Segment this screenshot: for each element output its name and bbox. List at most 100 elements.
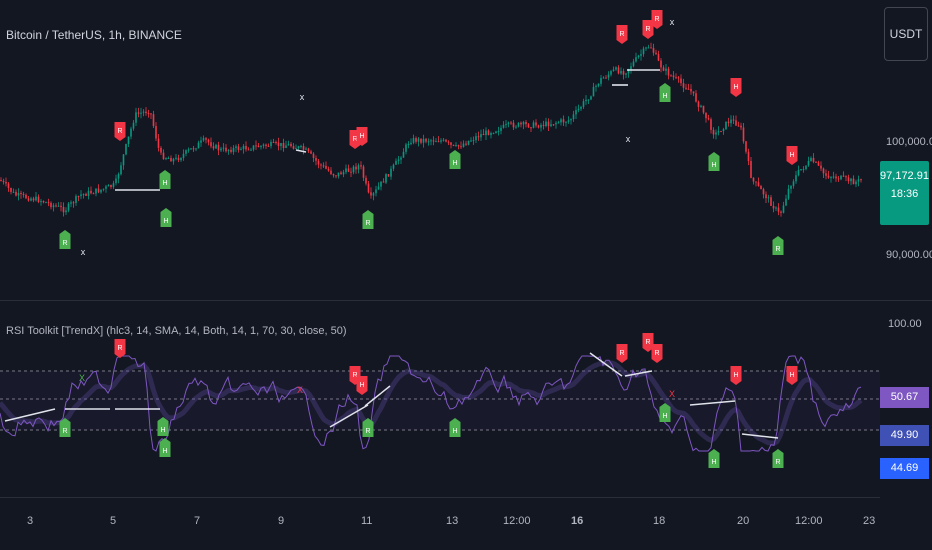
candle-body: [490, 133, 492, 136]
candle-body: [602, 77, 605, 79]
candle-body: [432, 140, 435, 142]
candle-body: [620, 71, 622, 74]
marker-label: H: [789, 152, 794, 159]
price-label-90k: 90,000.00: [886, 249, 932, 261]
candle-body: [692, 91, 695, 94]
candle-body: [782, 205, 785, 213]
candle-body: [715, 132, 717, 135]
marker-label: H: [359, 133, 364, 140]
candle-body: [462, 143, 465, 147]
candle-body: [630, 66, 632, 70]
candle-body: [822, 168, 825, 174]
pane-separator[interactable]: [0, 300, 932, 301]
marker-shape: [730, 366, 742, 385]
candle-body: [422, 138, 425, 143]
candle-body: [350, 171, 352, 173]
candle-body: [627, 69, 630, 74]
candle-body: [142, 111, 145, 113]
candle-body: [130, 128, 132, 137]
candle-body: [447, 141, 450, 143]
candle-body: [162, 152, 165, 160]
candle-body: [845, 176, 847, 178]
marker-shape: [651, 344, 663, 363]
candle-body: [55, 205, 57, 207]
bullish-signal-marker: H: [159, 170, 171, 189]
candle-body: [507, 122, 510, 125]
currency-button[interactable]: USDT: [884, 7, 928, 61]
indicator-title[interactable]: RSI Toolkit [TrendX] (hlc3, 14, SMA, 14,…: [6, 325, 347, 337]
candle-body: [177, 157, 180, 161]
candle-body: [170, 157, 172, 162]
marker-label: R: [365, 428, 370, 435]
candle-body: [760, 185, 762, 190]
marker-label: R: [352, 136, 357, 143]
candle-body: [300, 146, 302, 148]
candle-body: [600, 78, 602, 84]
marker-shape: [356, 376, 368, 395]
candle-body: [835, 176, 837, 179]
candle-body: [807, 160, 810, 166]
candle-body: [95, 188, 97, 194]
candle-body: [340, 172, 342, 175]
candle-body: [202, 138, 205, 141]
candle-body: [697, 101, 700, 107]
cross-marker: x: [670, 17, 675, 27]
candle-body: [157, 138, 160, 148]
candle-body: [505, 124, 507, 126]
candle-body: [315, 157, 317, 161]
marker-label: R: [117, 128, 122, 135]
rsi-ma-tag: 49.90: [880, 425, 929, 446]
marker-shape: [616, 344, 628, 363]
bullish-signal-marker: H: [659, 403, 671, 422]
candle-body: [755, 181, 757, 183]
candle-body: [227, 149, 230, 152]
symbol-title[interactable]: Bitcoin / TetherUS, 1h, BINANCE: [6, 28, 182, 42]
marker-shape: [160, 208, 172, 227]
marker-shape: [642, 333, 654, 352]
marker-label: H: [162, 180, 167, 187]
candle-body: [487, 130, 490, 136]
bearish-signal-marker: R: [616, 25, 628, 44]
candle-body: [617, 67, 620, 74]
rsi-divergence-line: [329, 404, 369, 428]
bullish-signal-marker: H: [659, 83, 671, 102]
candle-body: [830, 177, 832, 179]
candle-body: [5, 181, 7, 184]
rsi-levels: [0, 370, 880, 431]
candle-body: [370, 192, 372, 196]
candle-body: [222, 147, 225, 149]
candle-body: [277, 142, 280, 147]
candle-body: [285, 145, 287, 148]
bearish-signal-marker: R: [642, 333, 654, 352]
candle-body: [572, 114, 575, 120]
time-label: 3: [27, 515, 34, 527]
marker-label: H: [662, 93, 667, 100]
candle-body: [192, 148, 195, 150]
marker-label: R: [775, 246, 780, 253]
candle-body: [232, 147, 235, 152]
marker-label: H: [789, 372, 794, 379]
candle-body: [330, 170, 332, 175]
candle-body: [290, 143, 292, 147]
candle-body: [152, 114, 155, 127]
marker-label: H: [662, 413, 667, 420]
candle-body: [367, 183, 370, 193]
candle-body: [842, 175, 845, 177]
candle-body: [840, 175, 842, 180]
time-label: 20: [737, 515, 750, 527]
marker-shape: [449, 150, 461, 169]
candle-body: [310, 151, 312, 154]
candle-body: [7, 183, 10, 188]
candle-body: [250, 149, 252, 151]
candle-body: [200, 140, 202, 143]
candle-body: [30, 198, 32, 201]
bullish-signal-marker: H: [449, 418, 461, 437]
candle-body: [837, 178, 840, 180]
candle-body: [60, 205, 62, 208]
candle-body: [812, 157, 815, 162]
candle-body: [440, 140, 442, 142]
candle-body: [172, 158, 175, 162]
candle-body: [145, 111, 147, 114]
